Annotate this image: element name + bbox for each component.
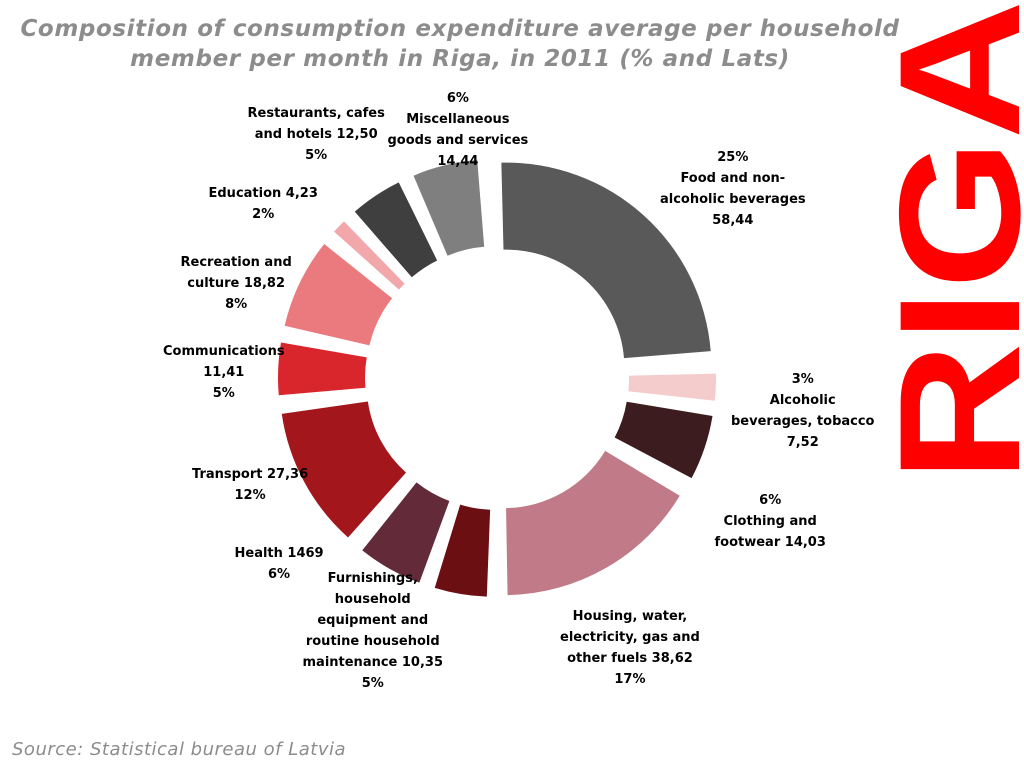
slice-label-line: 5% (212, 386, 235, 401)
slice-transport (281, 401, 407, 538)
slice-label-line: 7,52 (786, 435, 819, 450)
slice-label-line: Recreation and (180, 255, 292, 270)
slice-label-line: electricity, gas and (560, 630, 700, 645)
chart-title-line-1: Composition of consumption expenditure a… (20, 16, 900, 42)
slice-label: Restaurants, cafes and hotels 12,50 5% (248, 103, 385, 166)
slice-label: 3% Alcoholic beverages, tobacco 7,52 (731, 369, 875, 453)
slice-alcoholic-beverages-tobacco (628, 373, 716, 401)
slice-label: Health 1469 6% (235, 543, 324, 585)
slice-label-line: Health 1469 (234, 546, 324, 561)
slice-label-line: Alcoholic (769, 393, 836, 408)
slice-label-line: 5% (305, 148, 328, 163)
slice-label-line: 6% (446, 91, 469, 106)
slice-label-line: 14,44 (437, 154, 479, 169)
slice-label-line: 5% (361, 676, 384, 691)
slice-label-line: Restaurants, cafes (247, 106, 385, 121)
slice-label-line: Communications (163, 344, 285, 359)
slice-label-line: other fuels 38,62 (567, 651, 693, 666)
slice-label-line: 2% (252, 207, 275, 222)
riga-logo: RIGA (878, 0, 1024, 482)
slice-label-line: beverages, tobacco (731, 414, 875, 429)
slice-clothing-and-footwear (614, 401, 713, 479)
slice-label-line: 11,41 (203, 365, 245, 380)
slice-communications (278, 342, 367, 396)
slice-furnishings-household-equipment-and-routine-household-maintenance (434, 504, 491, 597)
chart-title: Composition of consumption expenditure a… (10, 14, 910, 74)
slice-label-line: 25% (717, 150, 749, 165)
slice-label-line: 58,44 (712, 213, 754, 228)
slice-label-line: Clothing and (723, 514, 817, 529)
slice-label-line: 6% (759, 493, 782, 508)
slice-label-line: Miscellaneous (406, 112, 510, 127)
slice-education (334, 221, 405, 290)
slice-health (362, 482, 450, 583)
slice-label-line: 8% (225, 297, 248, 312)
slice-label-line: maintenance 10,35 (302, 655, 444, 670)
slice-label: 6% Clothing and footwear 14,03 (715, 490, 826, 553)
slice-label: Housing, water, electricity, gas and other… (560, 606, 700, 690)
chart-title-line-2: member per month in Riga, in 2011 (% and… (130, 46, 790, 72)
slice-label-line: routine household (305, 634, 440, 649)
slice-label: Communications 11,41 5% (163, 341, 285, 404)
slice-label-line: Housing, water, (572, 609, 688, 624)
slice-restaurants-cafes-and-hotels (354, 182, 438, 278)
slice-label-line: and hotels 12,50 (254, 127, 378, 142)
slice-label: Transport 27,36 12% (192, 464, 308, 506)
source-note: Source: Statistical bureau of Latvia (12, 739, 347, 760)
slice-label-line: Transport 27,36 (192, 467, 309, 482)
slice-label-line: Furnishings, (327, 571, 418, 586)
slice-housing-water-electricity-gas-and-other-fuels (506, 450, 680, 596)
slice-miscellaneous-goods-and-services (413, 160, 485, 256)
slice-label-line: 17% (614, 672, 646, 687)
slice-label-line: Education 4,23 (208, 186, 318, 201)
slice-label-line: equipment and (317, 613, 429, 628)
slice-label-line: 6% (268, 567, 291, 582)
slice-label-line: Food and non- (680, 171, 786, 186)
slice-label-line: 3% (791, 372, 814, 387)
slice-label-line: culture 18,82 (187, 276, 285, 291)
slice-food-and-non-alcoholic-beverages (501, 162, 711, 359)
slice-label: 6% Miscellaneous goods and services 14,44 (388, 88, 529, 172)
riga-logo-text: RIGA (878, 0, 1024, 482)
slice-label: Education 4,23 2% (209, 183, 318, 225)
slice-label: Furnishings, household equipment and routin… (303, 568, 444, 694)
slice-recreation-and-culture (284, 244, 393, 346)
slice-label: 25% Food and non-alcoholic beverages 58,44 (660, 147, 806, 231)
slice-label-line: alcoholic beverages (660, 192, 806, 207)
slice-label: Recreation and culture 18,82 8% (181, 252, 292, 315)
slice-label-line: household (334, 592, 411, 607)
slice-label-line: 12% (234, 488, 266, 503)
slice-label-line: goods and services (387, 133, 529, 148)
slice-label-line: footwear 14,03 (714, 535, 826, 550)
